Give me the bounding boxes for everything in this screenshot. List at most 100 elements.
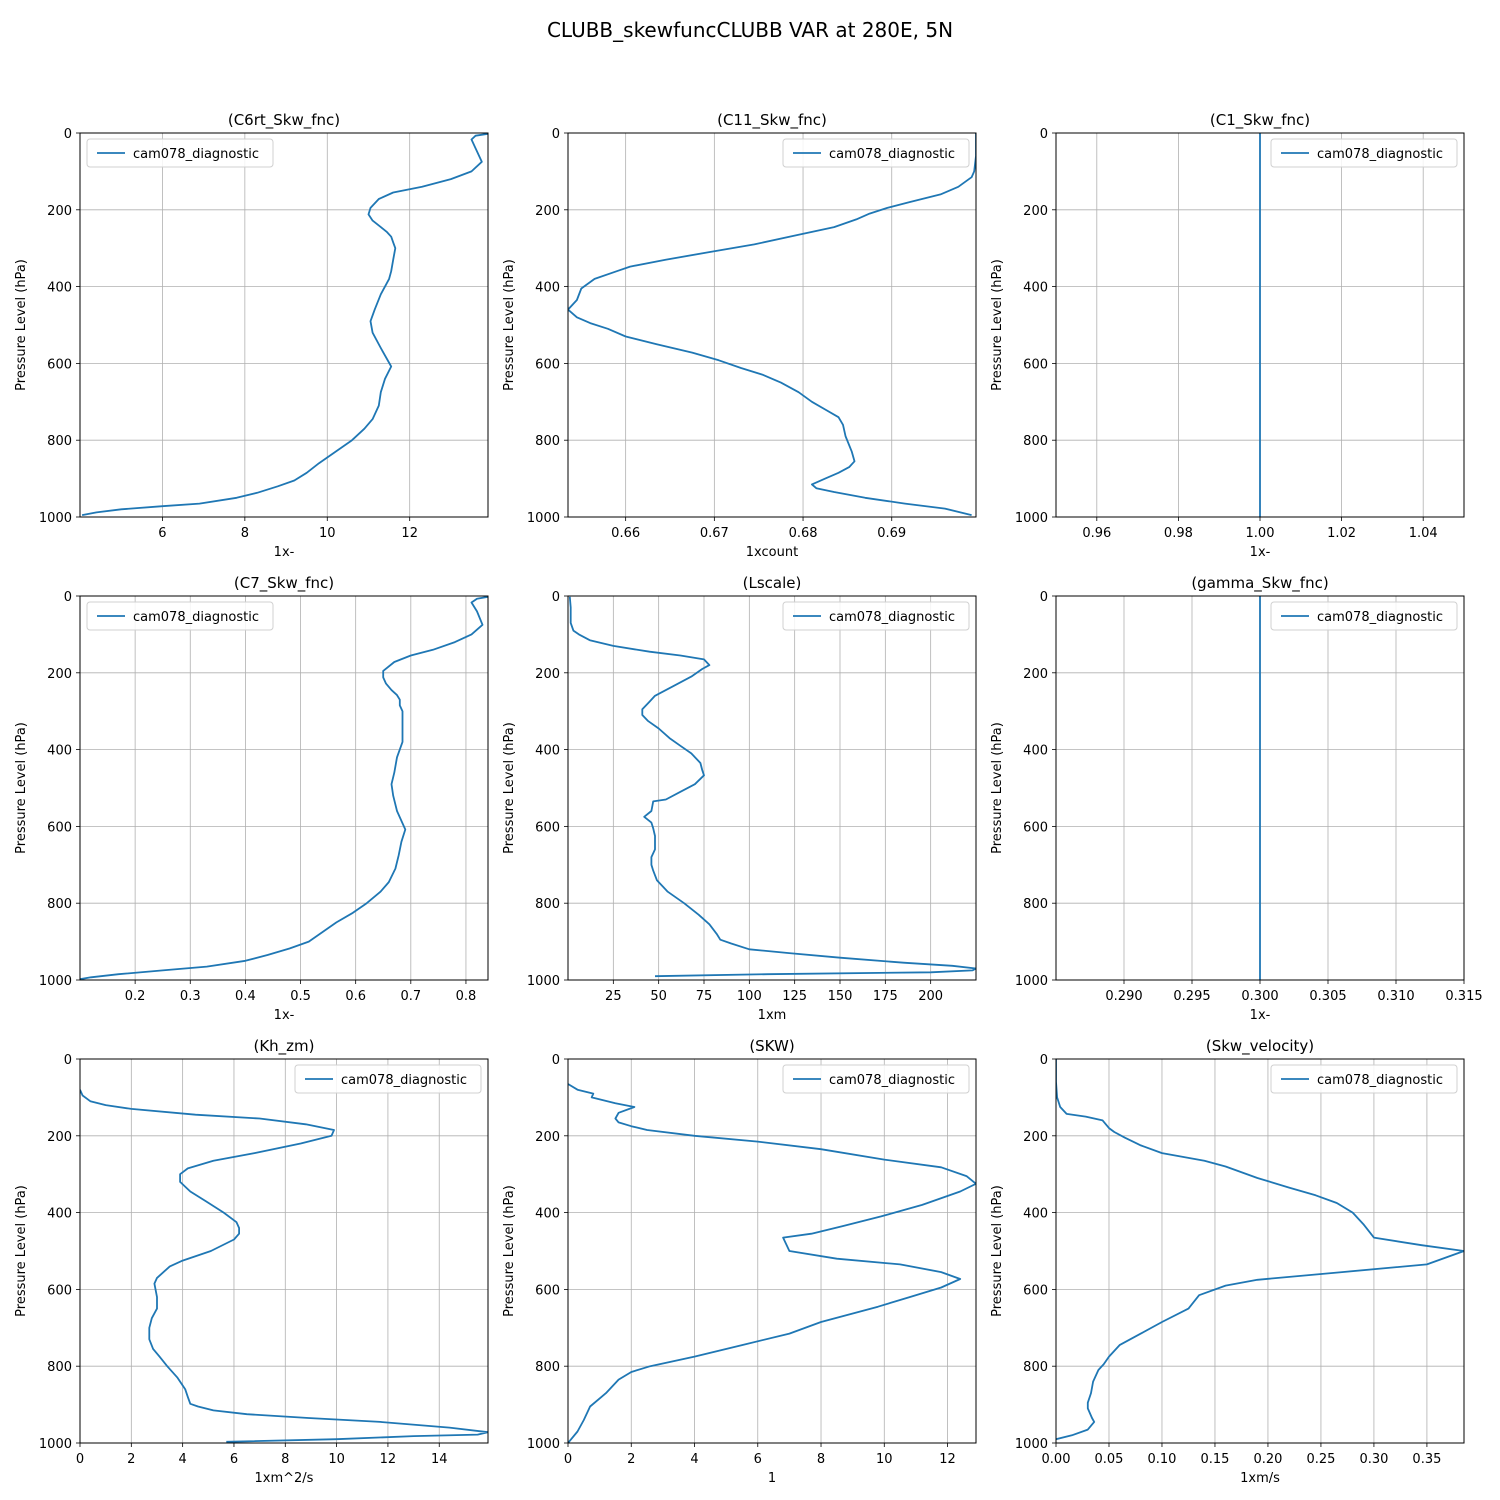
chart-panel: 0.66 0.67 0.68 0.69 0 200 400 600 800 1000 (C11_Sk…: [502, 111, 977, 560]
legend-box: [1270, 1064, 1458, 1094]
plot-frame: [79, 595, 489, 981]
x-tick-label: 0.295: [1173, 989, 1210, 1004]
x-tick-label: 0.68: [789, 526, 818, 541]
y-tick-label: 0: [64, 1053, 72, 1068]
y-axis-label: Pressure Level (hPa): [14, 1185, 29, 1317]
y-tick-label: 400: [1023, 744, 1048, 759]
y-tick-label: 200: [47, 204, 72, 219]
plot-frame: [79, 132, 489, 518]
series-line: [80, 596, 488, 980]
y-tick-label: 1000: [1015, 974, 1048, 989]
legend-label: cam078_diagnostic: [1317, 147, 1443, 162]
legend-box: [86, 138, 274, 168]
x-axis-label: 1x-: [1250, 545, 1271, 560]
y-axis-label: Pressure Level (hPa): [502, 722, 517, 854]
chart-panel: 25 50 75 100 125 150 175 200 0 200 400 600 800 1000 (L…: [502, 574, 977, 1023]
x-tick-label: 12: [380, 1452, 397, 1467]
chart-panel: 0 2 4 6 8 10 12 0 200 400 600 800 1000 (SKW) 1 Pressure…: [502, 1037, 977, 1486]
y-tick-label: 400: [1023, 281, 1048, 296]
y-tick-label: 1000: [527, 1437, 560, 1452]
x-tick-label: 2: [627, 1452, 635, 1467]
chart-title: (Kh_zm): [253, 1037, 314, 1056]
x-tick-label: 0.305: [1309, 989, 1346, 1004]
x-tick-label: 1.00: [1246, 526, 1275, 541]
y-tick-label: 600: [535, 1283, 560, 1298]
y-tick-label: 600: [47, 820, 72, 835]
legend-label: cam078_diagnostic: [1317, 1073, 1443, 1088]
x-tick-label: 0.30: [1359, 1452, 1388, 1467]
y-axis-label: Pressure Level (hPa): [14, 722, 29, 854]
x-tick-label: 0.98: [1164, 526, 1193, 541]
y-tick-label: 800: [47, 1360, 72, 1375]
x-tick-label: 0.3: [180, 989, 201, 1004]
y-tick-label: 1000: [1015, 511, 1048, 526]
chart-title: (C7_Skw_fnc): [234, 574, 334, 593]
legend-box: [782, 601, 970, 631]
x-tick-label: 2: [127, 1452, 135, 1467]
x-tick-label: 0.67: [700, 526, 729, 541]
x-tick-label: 0.310: [1377, 989, 1414, 1004]
y-tick-label: 0: [64, 590, 72, 605]
y-tick-label: 400: [535, 281, 560, 296]
y-tick-label: 200: [535, 204, 560, 219]
y-tick-label: 200: [1023, 204, 1048, 219]
y-tick-label: 400: [535, 744, 560, 759]
legend: cam078_diagnostic: [86, 138, 274, 168]
y-tick-label: 800: [1023, 1360, 1048, 1375]
y-tick-label: 400: [47, 1207, 72, 1222]
y-tick-label: 0: [64, 127, 72, 142]
chart-panel: 0.2 0.3 0.4 0.5 0.6 0.7 0.8 0 200 400 600 800 1000 (C…: [14, 574, 489, 1023]
x-tick-label: 75: [696, 989, 713, 1004]
y-tick-label: 0: [552, 590, 560, 605]
x-axis-label: 1x-: [274, 1008, 295, 1023]
y-tick-label: 600: [535, 357, 560, 372]
y-tick-label: 600: [47, 1283, 72, 1298]
x-tick-label: 0.2: [125, 989, 146, 1004]
y-tick-label: 0: [1040, 590, 1048, 605]
y-tick-label: 400: [47, 281, 72, 296]
x-tick-label: 12: [939, 1452, 956, 1467]
x-tick-label: 0.66: [611, 526, 640, 541]
x-tick-label: 0.69: [877, 526, 906, 541]
x-tick-label: 0.20: [1253, 1452, 1282, 1467]
series-line: [80, 1089, 488, 1443]
x-tick-label: 1.04: [1409, 526, 1438, 541]
plot-frame: [1055, 1058, 1465, 1444]
x-axis-label: 1: [768, 1471, 776, 1486]
chart-title: (gamma_Skw_fnc): [1191, 574, 1328, 593]
x-tick-label: 4: [179, 1452, 187, 1467]
x-tick-label: 4: [690, 1452, 698, 1467]
y-tick-label: 600: [1023, 820, 1048, 835]
chart-title: (C11_Skw_fnc): [717, 111, 827, 130]
y-tick-label: 0: [1040, 1053, 1048, 1068]
y-axis-label: Pressure Level (hPa): [990, 259, 1005, 391]
chart-title: (C1_Skw_fnc): [1210, 111, 1310, 130]
y-tick-label: 600: [47, 357, 72, 372]
chart-panel: 0.00 0.05 0.10 0.15 0.20 0.25 0.30 0.35 0 200 400 6…: [990, 1037, 1465, 1486]
y-tick-label: 1000: [527, 974, 560, 989]
legend: cam078_diagnostic: [782, 138, 970, 168]
plot-frame: [567, 132, 977, 518]
x-tick-label: 0.315: [1445, 989, 1482, 1004]
y-tick-label: 200: [1023, 667, 1048, 682]
series-line: [1056, 1059, 1464, 1441]
x-tick-label: 0.8: [456, 989, 477, 1004]
x-axis-label: 1x-: [1250, 1008, 1271, 1023]
x-tick-label: 10: [328, 1452, 345, 1467]
chart-panel: 6 8 10 12 0 200 400 600 800 1000 (C6rt_Skw_fnc) 1x-…: [14, 111, 489, 560]
legend: cam078_diagnostic: [1270, 1064, 1458, 1094]
x-tick-label: 100: [737, 989, 762, 1004]
y-tick-label: 200: [1023, 1130, 1048, 1145]
x-tick-label: 0.7: [400, 989, 421, 1004]
series-line: [568, 133, 976, 516]
y-tick-label: 800: [47, 897, 72, 912]
plot-frame: [567, 595, 977, 981]
x-tick-label: 0.290: [1105, 989, 1142, 1004]
chart-panel: 0.290 0.295 0.300 0.305 0.310 0.315 0 200 400 600…: [990, 574, 1483, 1023]
y-tick-label: 600: [1023, 1283, 1048, 1298]
x-axis-label: 1xm/s: [1240, 1471, 1280, 1486]
x-tick-label: 0.300: [1241, 989, 1278, 1004]
legend-label: cam078_diagnostic: [829, 610, 955, 625]
chart-title: (SKW): [749, 1037, 794, 1055]
